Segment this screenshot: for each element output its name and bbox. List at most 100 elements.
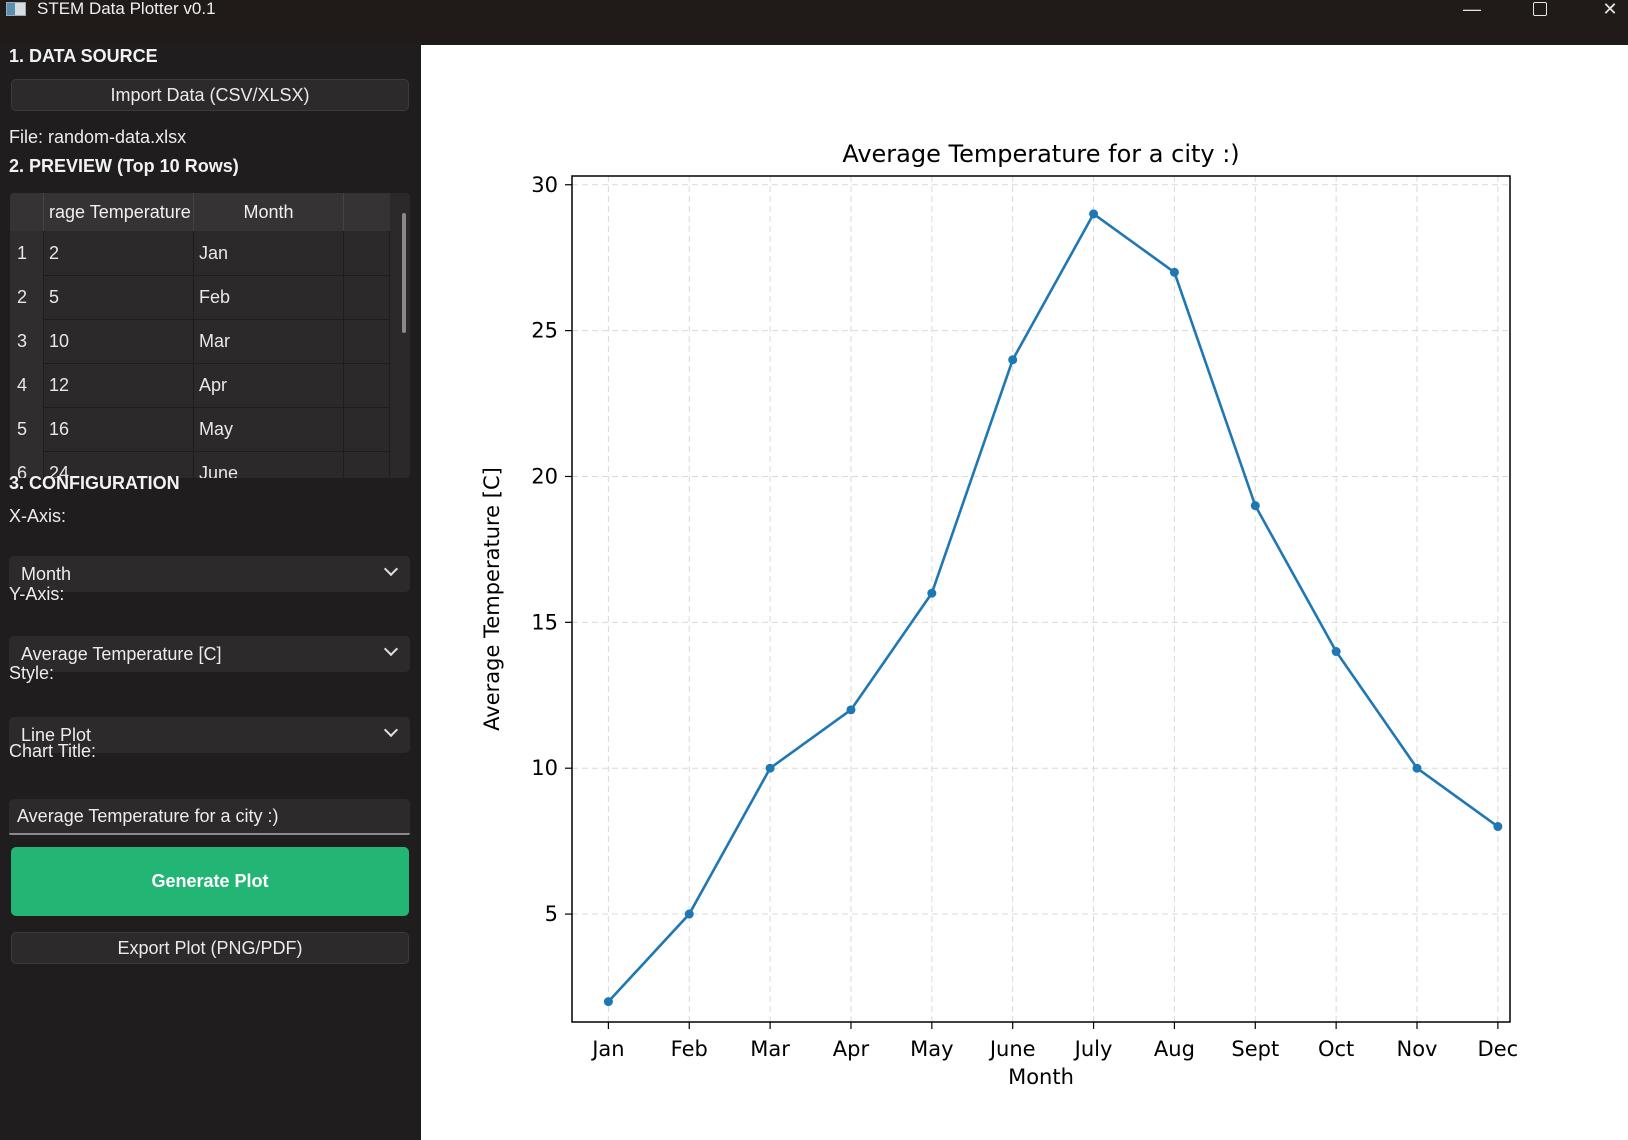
data-point (1089, 209, 1099, 219)
x-tick-label: Jan (590, 1037, 624, 1061)
x-tick-label: Mar (750, 1037, 790, 1061)
x-axis-title: Month (1008, 1065, 1074, 1089)
x-axis-select[interactable]: Month (9, 556, 410, 592)
y-tick-label: 15 (531, 610, 558, 634)
data-point (684, 909, 694, 919)
file-label: File: random-data.xlsx (9, 127, 187, 147)
x-tick-label: May (910, 1037, 953, 1061)
cell-month[interactable]: Feb (194, 275, 344, 320)
table-row: 3 10 Mar (10, 319, 390, 364)
table-row: 2 5 Feb (10, 275, 390, 320)
header-corner (10, 193, 44, 231)
x-tick-label: Dec (1478, 1037, 1519, 1061)
x-tick-label: Oct (1318, 1037, 1354, 1061)
x-tick-label: Feb (671, 1037, 708, 1061)
export-plot-button[interactable]: Export Plot (PNG/PDF) (11, 932, 409, 964)
row-number: 3 (10, 319, 44, 364)
data-point (927, 588, 937, 598)
maximize-icon (1533, 2, 1547, 16)
maximize-button[interactable] (1510, 0, 1570, 22)
data-point (603, 997, 613, 1007)
close-button[interactable]: ✕ (1602, 0, 1618, 19)
table-header: rage Temperature Month (10, 193, 390, 231)
y-axis-title: Average Temperature [C] (480, 467, 504, 731)
data-point (765, 763, 775, 773)
plot-area: 5 10 15 20 25 30 Jan Feb Mar Apr May June July Aug Sep… (421, 45, 1628, 1140)
y-axis-value: Average Temperature [C] (21, 644, 222, 664)
table-scrollbar[interactable] (402, 213, 406, 333)
cell-empty (344, 407, 390, 452)
row-number: 5 (10, 407, 44, 452)
cell-empty (344, 319, 390, 364)
data-source-title: 1. DATA SOURCE (9, 46, 158, 66)
cell-empty (344, 451, 390, 478)
x-tick-label: Nov (1397, 1037, 1438, 1061)
preview-table[interactable]: rage Temperature Month 1 2 Jan 2 5 Feb 3… (10, 193, 410, 478)
series-line (607, 212, 1499, 1003)
data-point (1008, 355, 1018, 365)
data-point (1331, 647, 1341, 657)
row-number: 2 (10, 275, 44, 320)
row-number: 6 (10, 451, 44, 478)
row-number: 1 (10, 231, 44, 276)
x-tick-label: July (1073, 1037, 1113, 1061)
window-title: STEM Data Plotter v0.1 (37, 0, 216, 18)
x-axis-value: Month (21, 564, 72, 584)
x-tick-label: Apr (833, 1037, 870, 1061)
y-tick-label: 30 (531, 173, 558, 197)
cell-temperature[interactable]: 2 (44, 231, 194, 276)
minimize-button[interactable]: — (1463, 0, 1481, 19)
cell-temperature[interactable]: 24 (44, 451, 194, 478)
x-tick-label: Sept (1231, 1037, 1279, 1061)
cell-empty (344, 275, 390, 320)
cell-month[interactable]: Mar (194, 319, 344, 364)
title-bar: STEM Data Plotter v0.1 — ✕ (0, 0, 1628, 45)
y-tick-label: 20 (531, 464, 558, 488)
data-point (1493, 822, 1503, 832)
chart-title-label: Chart Title: (9, 741, 97, 761)
data-point (1412, 763, 1422, 773)
y-axis-select[interactable]: Average Temperature [C] (9, 636, 410, 672)
app-icon (6, 2, 26, 16)
header-month[interactable]: Month (194, 193, 344, 231)
cell-temperature[interactable]: 10 (44, 319, 194, 364)
table-row: 5 16 May (10, 407, 390, 452)
style-select[interactable]: Line Plot (9, 717, 410, 753)
x-axis-label: X-Axis: (9, 506, 67, 526)
sidebar: 1. DATA SOURCE Import Data (CSV/XLSX) Fi… (0, 45, 421, 1140)
chevron-down-icon (383, 722, 399, 738)
x-tick-label: Aug (1154, 1037, 1195, 1061)
style-label: Style: (9, 663, 55, 683)
cell-temperature[interactable]: 12 (44, 363, 194, 408)
style-value: Line Plot (21, 725, 92, 745)
y-tick-label: 10 (531, 756, 558, 780)
chevron-down-icon (383, 561, 399, 577)
import-data-button[interactable]: Import Data (CSV/XLSX) (11, 79, 409, 111)
generate-plot-button[interactable]: Generate Plot (11, 847, 409, 916)
row-number: 4 (10, 363, 44, 408)
cell-temperature[interactable]: 16 (44, 407, 194, 452)
line-chart: 5 10 15 20 25 30 Jan Feb Mar Apr May June July Aug Sep… (480, 140, 1519, 1089)
data-point (846, 705, 856, 715)
chevron-down-icon (383, 641, 399, 657)
plot-frame (571, 175, 1511, 1023)
data-point (1250, 501, 1260, 511)
configuration-title: 3. CONFIGURATION (9, 473, 180, 493)
chart-title-input[interactable] (9, 799, 410, 835)
cell-month[interactable]: May (194, 407, 344, 452)
cell-month[interactable]: Apr (194, 363, 344, 408)
table-row: 4 12 Apr (10, 363, 390, 408)
cell-empty (344, 363, 390, 408)
chart-title: Average Temperature for a city :) (842, 140, 1239, 168)
header-temperature[interactable]: rage Temperature (44, 193, 194, 231)
cell-empty (344, 231, 390, 276)
cell-month[interactable]: Jan (194, 231, 344, 276)
data-point (1169, 267, 1179, 277)
y-axis-label: Y-Axis: (9, 584, 65, 604)
y-tick-label: 25 (531, 319, 558, 343)
cell-month[interactable]: June (194, 451, 344, 478)
table-row: 6 24 June (10, 451, 390, 478)
y-tick-label: 5 (545, 902, 558, 926)
x-tick-label: June (988, 1037, 1036, 1061)
cell-temperature[interactable]: 5 (44, 275, 194, 320)
